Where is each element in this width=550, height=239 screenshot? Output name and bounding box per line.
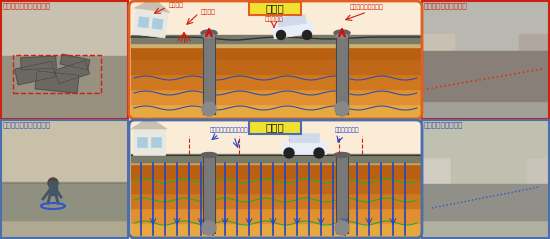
- Text: 浮上したマンホール: 浮上したマンホール: [350, 4, 384, 10]
- Bar: [35, 71, 79, 93]
- Bar: [203, 154, 215, 233]
- Circle shape: [48, 178, 58, 188]
- Bar: [133, 129, 165, 155]
- FancyBboxPatch shape: [249, 121, 301, 134]
- Text: 噴砂現象: 噴砂現象: [201, 9, 216, 15]
- Bar: [422, 120, 549, 188]
- Bar: [129, 120, 422, 238]
- Bar: [1, 120, 128, 188]
- Ellipse shape: [334, 152, 350, 158]
- Bar: [422, 51, 549, 101]
- Text: 浮き上がったマンホール: 浮き上がったマンホール: [3, 2, 51, 9]
- Bar: [277, 14, 306, 27]
- Bar: [1, 56, 128, 101]
- Bar: [138, 17, 149, 28]
- Bar: [1, 1, 128, 119]
- Bar: [21, 56, 56, 70]
- Bar: [203, 35, 215, 114]
- Bar: [151, 137, 161, 147]
- Text: 傾く家屋: 傾く家屋: [169, 2, 184, 8]
- Circle shape: [202, 102, 216, 116]
- Ellipse shape: [336, 34, 348, 38]
- Bar: [336, 154, 348, 233]
- Bar: [131, 58, 420, 74]
- FancyBboxPatch shape: [249, 2, 301, 15]
- Bar: [21, 56, 56, 70]
- Circle shape: [302, 31, 311, 39]
- Bar: [54, 60, 90, 84]
- Text: 対策済: 対策済: [266, 122, 284, 132]
- Circle shape: [335, 221, 349, 235]
- Bar: [527, 158, 549, 203]
- Ellipse shape: [201, 152, 217, 158]
- Bar: [131, 103, 420, 119]
- Bar: [15, 61, 55, 85]
- Bar: [131, 162, 420, 178]
- Bar: [131, 192, 420, 208]
- Bar: [15, 61, 55, 85]
- Text: ドレーン設置管路部: ドレーン設置管路部: [424, 121, 463, 128]
- Text: 消散する間隙水: 消散する間隙水: [335, 127, 359, 133]
- Bar: [422, 158, 450, 208]
- Bar: [1, 120, 128, 238]
- Bar: [422, 184, 549, 220]
- Bar: [131, 41, 420, 47]
- Circle shape: [314, 148, 324, 158]
- Bar: [422, 120, 549, 238]
- Bar: [131, 154, 420, 162]
- Bar: [131, 177, 420, 193]
- Bar: [1, 120, 128, 238]
- Bar: [54, 60, 90, 84]
- Bar: [422, 1, 549, 119]
- Circle shape: [284, 148, 294, 158]
- Bar: [60, 54, 90, 70]
- Bar: [131, 222, 420, 238]
- Bar: [131, 35, 420, 43]
- Text: 設置したドレーン消散帯: 設置したドレーン消散帯: [210, 127, 248, 133]
- Bar: [336, 35, 348, 114]
- Circle shape: [277, 31, 285, 39]
- Text: ドレーン設置マンホール: ドレーン設置マンホール: [3, 121, 51, 128]
- Bar: [131, 43, 420, 59]
- Bar: [282, 141, 326, 154]
- Bar: [422, 34, 454, 89]
- Bar: [203, 154, 215, 233]
- Bar: [129, 1, 422, 119]
- Polygon shape: [131, 117, 167, 129]
- Bar: [336, 154, 348, 233]
- Bar: [272, 21, 314, 39]
- Bar: [131, 73, 420, 89]
- Bar: [289, 133, 319, 142]
- Bar: [13, 55, 101, 93]
- Text: 路面の陥没: 路面の陥没: [265, 16, 283, 22]
- Ellipse shape: [201, 30, 217, 36]
- Circle shape: [335, 102, 349, 116]
- Bar: [137, 137, 147, 147]
- Bar: [1, 1, 128, 119]
- Text: 未対策: 未対策: [266, 3, 284, 13]
- Polygon shape: [134, 0, 170, 12]
- Bar: [60, 54, 90, 70]
- Circle shape: [202, 221, 216, 235]
- Bar: [336, 35, 348, 114]
- Bar: [131, 207, 420, 223]
- Bar: [1, 1, 128, 59]
- Bar: [35, 71, 79, 93]
- Text: 路面が陥没した管路部: 路面が陥没した管路部: [424, 2, 468, 9]
- Bar: [422, 1, 549, 54]
- Bar: [422, 120, 549, 238]
- Bar: [133, 8, 168, 38]
- Bar: [49, 181, 57, 195]
- Bar: [131, 160, 420, 164]
- Bar: [131, 88, 420, 104]
- Bar: [203, 35, 215, 114]
- Bar: [1, 182, 128, 220]
- Ellipse shape: [334, 30, 350, 36]
- Bar: [152, 18, 163, 30]
- Ellipse shape: [203, 34, 215, 38]
- Bar: [422, 1, 549, 119]
- Bar: [519, 34, 549, 89]
